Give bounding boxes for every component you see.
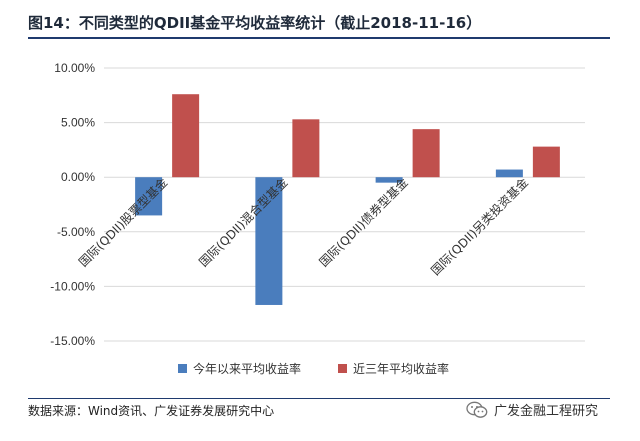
wechat-icon	[466, 401, 488, 418]
bar	[375, 177, 403, 183]
bar	[495, 169, 523, 178]
y-tick-label: 0.00%	[61, 170, 95, 184]
y-tick-label: -10.00%	[50, 279, 95, 293]
bar	[412, 129, 440, 178]
bar	[292, 119, 320, 178]
source-note: 数据来源：Wind资讯、广发证券发展研究中心	[28, 404, 275, 418]
bar	[255, 177, 283, 305]
legend-swatch	[178, 364, 187, 373]
watermark: 广发金融工程研究	[466, 400, 598, 419]
legend: 今年以来平均收益率 近三年平均收益率	[178, 361, 449, 376]
category-label: 国际(QDII)债券型基金	[316, 175, 411, 270]
footer-divider	[28, 398, 610, 399]
bar	[172, 94, 200, 178]
bars	[135, 94, 560, 305]
y-tick-label: 5.00%	[61, 116, 95, 130]
title-divider	[28, 37, 610, 39]
y-tick-label: -5.00%	[57, 225, 95, 239]
y-tick-label: 10.00%	[54, 61, 95, 75]
watermark-text: 广发金融工程研究	[494, 404, 599, 419]
bar	[135, 177, 163, 216]
legend-label: 近三年平均收益率	[353, 361, 449, 376]
legend-label: 今年以来平均收益率	[193, 361, 301, 376]
y-tick-label: -15.00%	[50, 334, 95, 348]
category-label: 国际(QDII)股票型基金	[75, 175, 170, 270]
category-label: 国际(QDII)另类投资基金	[428, 175, 531, 278]
legend-swatch	[338, 364, 347, 373]
figure-title: 图14：不同类型的QDII基金平均收益率统计（截止2018-11-16）	[28, 14, 482, 32]
bar	[532, 146, 560, 178]
y-axis: 10.00% 5.00% 0.00% -5.00% -10.00% -15.00%	[50, 61, 95, 348]
